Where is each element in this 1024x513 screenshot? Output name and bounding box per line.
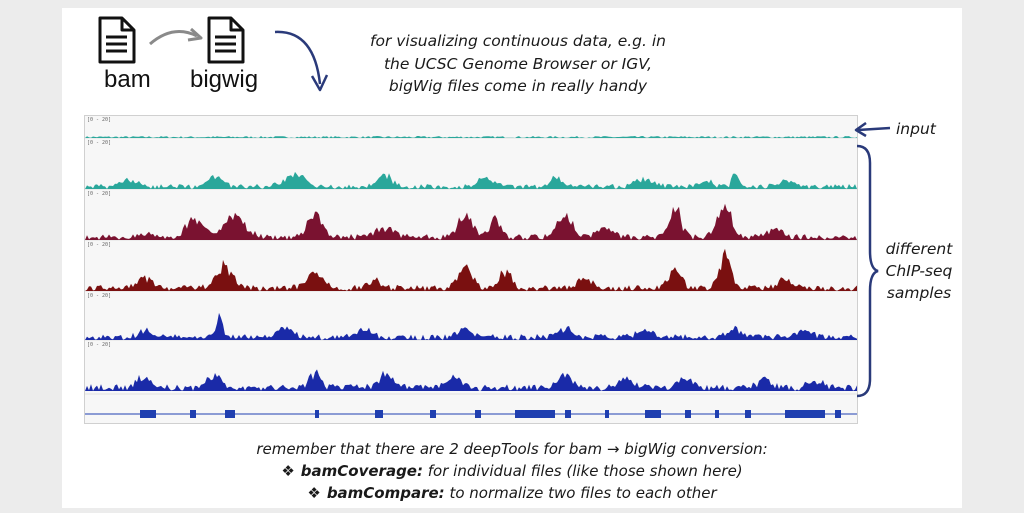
caption-line: the UCSC Genome Browser or IGV, <box>383 54 653 73</box>
notes-intro: remember that there are 2 deepTools for … <box>256 440 768 458</box>
input-label: input <box>896 120 936 138</box>
caption-line: bigWig files come in really handy <box>388 77 648 95</box>
brace-icon <box>856 144 879 398</box>
document-icon <box>98 16 136 64</box>
gene-annotation-track <box>85 410 857 418</box>
caption: for visualizing continuous data, e.g. in… <box>338 30 698 98</box>
track-range-label: [0 - 20] <box>87 117 112 123</box>
track-range-label: [0 - 20] <box>87 242 112 248</box>
input-track <box>85 136 857 138</box>
chip-track-maroon <box>85 203 857 240</box>
tool-desc: to normalize two files to each other <box>444 484 717 502</box>
samples-label-line: samples <box>886 284 952 302</box>
chip-track-darkred <box>85 248 857 291</box>
genome-browser-tracks: [0 - 20] [0 - 20] [0 - 20] [0 - 20] [0 -… <box>84 115 858 424</box>
tool-name: bamCompare: <box>326 484 445 502</box>
samples-label: different ChIP-seq samples <box>874 238 964 304</box>
chip-track-blue-1 <box>85 312 857 340</box>
note-bamcompare: ❖ bamCompare: to normalize two files to e… <box>0 484 1024 502</box>
caption-line: for visualizing continuous data, e.g. in <box>370 32 666 50</box>
diamond-bullet-icon: ❖ <box>307 484 321 502</box>
diamond-bullet-icon: ❖ <box>281 462 295 480</box>
chip-track-teal <box>85 171 857 189</box>
tool-name: bamCoverage: <box>300 462 423 480</box>
bigwig-label: bigwig <box>190 66 259 93</box>
chip-track-blue-2 <box>85 369 857 391</box>
samples-label-line: ChIP-seq <box>885 262 953 280</box>
samples-label-line: different <box>885 240 953 258</box>
note-bamcoverage: ❖ bamCoverage: for individual files (like… <box>0 462 1024 480</box>
left-arrow-icon <box>854 122 891 138</box>
curved-arrow-icon <box>149 27 203 46</box>
document-icon <box>207 16 245 64</box>
bam-label: bam <box>104 66 151 93</box>
track-range-label: [0 - 20] <box>87 293 112 299</box>
track-range-label: [0 - 20] <box>87 140 112 146</box>
curved-down-arrow-icon <box>274 30 329 92</box>
track-range-label: [0 - 20] <box>87 191 112 197</box>
track-range-label: [0 - 20] <box>87 342 112 348</box>
tool-desc: for individual files (like those shown h… <box>422 462 743 480</box>
